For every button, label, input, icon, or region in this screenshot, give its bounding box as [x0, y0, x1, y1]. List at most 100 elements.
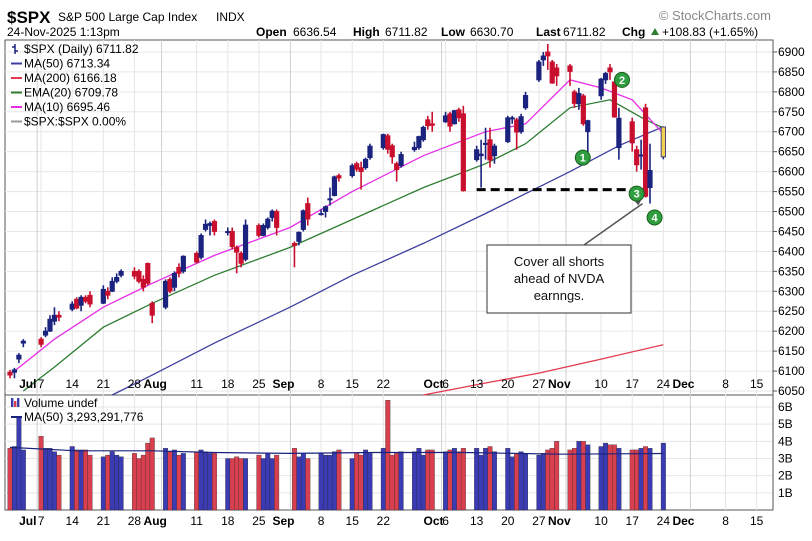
candle-body	[349, 165, 355, 177]
low-label: Low	[441, 25, 466, 39]
high-value: 6711.82	[385, 25, 428, 39]
volume-bar	[203, 451, 209, 511]
callout-frame	[486, 244, 632, 314]
volume-bar	[167, 451, 173, 511]
price-candles	[7, 43, 666, 379]
volume-bar	[523, 453, 529, 511]
candle-body	[145, 262, 151, 284]
date-tick-label: 21	[97, 514, 111, 528]
candle-body	[518, 116, 524, 133]
volume-bar	[389, 454, 395, 511]
candle-body	[549, 61, 555, 84]
date-tick-label: 8	[318, 514, 325, 528]
candle-body	[305, 203, 311, 220]
volume-bar	[234, 456, 240, 511]
volume-bar	[260, 458, 266, 511]
candle-body	[87, 294, 93, 305]
candle-body	[291, 243, 298, 246]
candle-body	[358, 167, 364, 173]
volume-bar	[616, 448, 622, 511]
date-tick-label: 11	[190, 514, 203, 528]
candle-body	[238, 252, 244, 264]
volume-bar	[420, 454, 426, 511]
volume-bar	[385, 399, 391, 511]
volume-bar	[629, 449, 635, 511]
candle-body	[616, 117, 622, 149]
volume-bar	[398, 451, 404, 511]
candle-body	[505, 117, 511, 143]
volume-bar	[331, 451, 337, 511]
volume-bar	[20, 449, 26, 511]
candle-body	[411, 146, 418, 151]
price-tick-label: 6600	[778, 165, 805, 179]
candle-body	[78, 296, 84, 306]
candle-body	[51, 314, 58, 322]
date-tick-label: 11	[190, 377, 203, 391]
candle-body	[540, 55, 546, 61]
date-tick-label: 25	[252, 377, 266, 391]
candle-body	[482, 142, 489, 145]
marker-circle	[646, 209, 663, 226]
volume-bar	[318, 453, 324, 511]
volume-bar	[580, 441, 586, 511]
legend-entry: $SPX (Daily) 6711.82	[24, 42, 139, 56]
candle-body	[474, 149, 480, 161]
candle-body	[274, 211, 280, 228]
last-value: 6711.82	[563, 25, 606, 39]
candle-body	[16, 354, 22, 360]
date-tick-label: 15	[346, 514, 360, 528]
price-tick-label: 6850	[778, 65, 805, 79]
marker-label: 3	[634, 189, 640, 201]
marker-label: 2	[619, 75, 625, 87]
volume-bar	[567, 449, 573, 511]
last-label: Last	[536, 25, 561, 39]
candle-body	[536, 61, 542, 81]
volume-bar	[549, 448, 555, 511]
price-tick-label: 6050	[778, 384, 805, 398]
callout-box: Cover all shorts ahead of NVDA earnngs.	[486, 244, 632, 314]
series-line-ma50	[111, 126, 664, 396]
legend-entry: EMA(20) 6709.78	[24, 86, 118, 100]
candle-body	[234, 247, 240, 253]
date-tick-label: 28	[128, 514, 142, 528]
volume-bar	[305, 458, 311, 511]
candle-body	[416, 136, 422, 149]
up-triangle-icon	[651, 28, 659, 35]
date-tick-label: 8	[722, 514, 729, 528]
price-tick-label: 6750	[778, 105, 805, 119]
open-value: 6636.54	[293, 25, 337, 39]
candle-body	[260, 225, 266, 236]
volume-bar	[269, 458, 275, 511]
volume-bar	[456, 451, 462, 511]
date-tick-label: 6	[442, 377, 449, 391]
volume-tick-label: 1B	[778, 486, 793, 500]
volume-bar	[149, 437, 155, 511]
date-tick-label: Sep	[272, 377, 294, 391]
candle-body	[420, 126, 426, 141]
date-tick-label: 24	[657, 377, 671, 391]
candle-body	[207, 223, 213, 226]
volume-bar	[425, 449, 431, 511]
candle-body	[11, 369, 18, 373]
candle-body	[38, 338, 44, 345]
candle-body	[322, 206, 329, 212]
date-tick-label: 6	[442, 514, 449, 528]
price-tick-label: 6650	[778, 145, 805, 159]
candle-body	[131, 270, 138, 277]
candle-body	[598, 78, 604, 97]
candle-body	[611, 81, 618, 118]
volume-bar	[78, 449, 84, 511]
candle-body	[114, 276, 120, 282]
candle-body	[354, 163, 360, 170]
volume-bar	[256, 454, 262, 511]
candle-body	[265, 218, 271, 228]
callout-line-2: ahead of NVDA	[514, 271, 605, 286]
candle-body	[202, 223, 209, 230]
volume-bar	[296, 456, 302, 511]
legend-entry: MA(200) 6166.18	[24, 71, 117, 85]
volume-bar	[394, 453, 400, 511]
date-tick-label: 8	[722, 377, 729, 391]
candle-body	[585, 120, 591, 133]
